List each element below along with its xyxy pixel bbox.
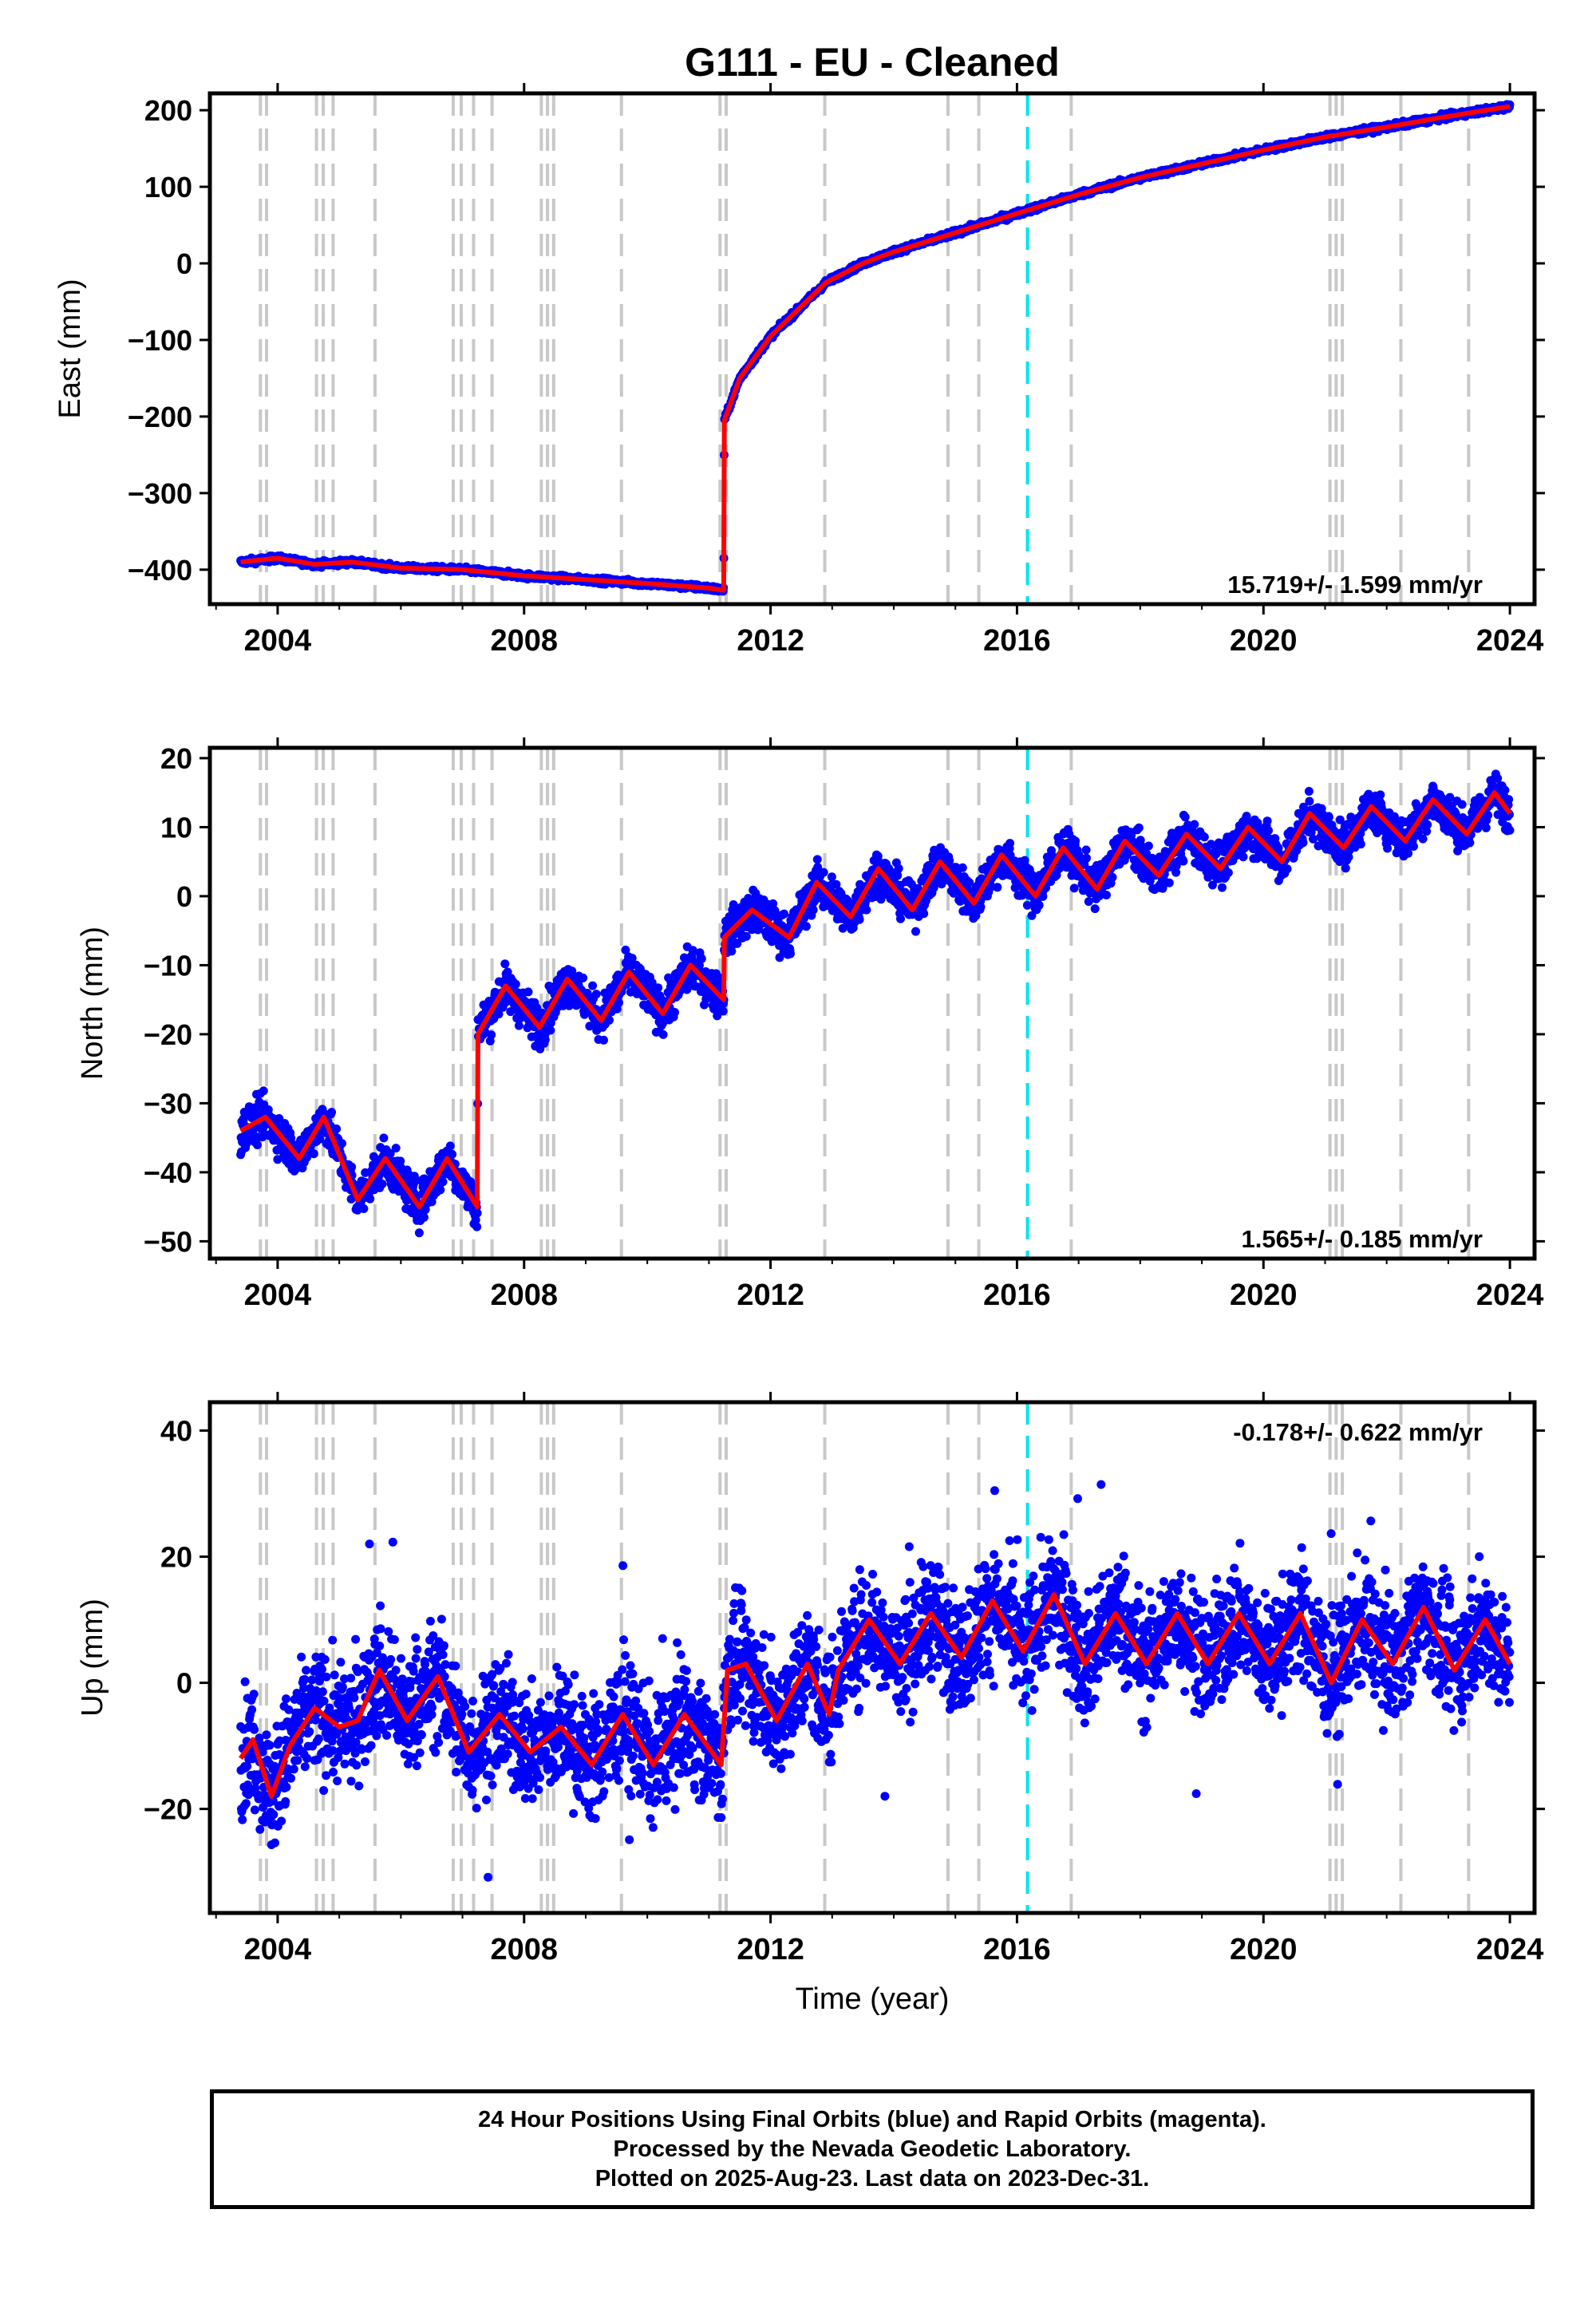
data-point	[697, 954, 706, 963]
data-point	[621, 945, 630, 954]
east-panel: 2004 2008 2012 2016 2020 2024 −400 −300 −200 −100…	[53, 83, 1545, 658]
data-point	[494, 1010, 504, 1019]
data-point	[347, 1162, 357, 1172]
data-point	[253, 1140, 262, 1150]
x-tick-label: 2016	[983, 624, 1051, 658]
data-point	[511, 979, 520, 989]
data-point	[315, 1134, 325, 1144]
data-point	[654, 983, 663, 993]
data-point	[259, 1123, 268, 1132]
data-point	[338, 1139, 346, 1148]
data-point	[500, 959, 510, 969]
data-point	[546, 1026, 555, 1035]
data-point	[471, 1215, 480, 1225]
data-point	[614, 998, 623, 1007]
data-point	[438, 1177, 448, 1187]
data-point	[359, 1204, 369, 1213]
y-tick-label: −300	[128, 477, 192, 510]
x-tick-label: 2008	[490, 624, 558, 658]
north-panel: 2004 2008 2012 2016 2020 2024−50−40−30−20−100…	[76, 737, 1545, 1312]
data-point	[741, 931, 751, 941]
x-tick-label: 2024	[1476, 624, 1544, 658]
y-tick-label: −400	[128, 554, 192, 587]
data-point	[385, 1148, 395, 1158]
data-point	[436, 1185, 445, 1195]
data-point	[682, 985, 692, 994]
data-point	[579, 973, 588, 982]
x-tick-label: 2020	[1230, 624, 1298, 658]
east-axis-label: East (mm)	[53, 279, 87, 418]
data-point	[567, 966, 577, 976]
data-point	[658, 1030, 668, 1039]
chart-title: G111 - EU - Cleaned	[685, 40, 1060, 85]
data-point	[327, 1108, 337, 1117]
data-point	[540, 1035, 550, 1045]
data-point	[727, 947, 737, 956]
data-point	[591, 990, 601, 999]
y-tick-label: 0	[176, 247, 192, 280]
east-rate-label: 15.719+/- 1.599 mm/yr	[1227, 571, 1483, 599]
data-point	[259, 1086, 268, 1096]
data-point	[445, 1141, 455, 1151]
chart-panels: 2004 2008 2012 2016 2020 2024 −400 −300 −200 −100…	[53, 83, 1545, 1966]
data-point	[605, 1015, 614, 1025]
data-point	[273, 1155, 282, 1164]
data-point	[695, 961, 704, 970]
data-point	[309, 1149, 318, 1159]
north-plot-area	[236, 748, 1515, 1259]
data-point	[689, 947, 698, 957]
data-point	[627, 954, 637, 963]
data-point	[448, 1149, 457, 1159]
data-point	[472, 1208, 482, 1218]
data-point	[361, 1168, 370, 1177]
data-point	[379, 1133, 389, 1143]
east-plot-frame	[207, 91, 1537, 607]
data-point	[472, 1222, 482, 1231]
y-tick-label: 200	[144, 94, 192, 127]
data-point	[409, 1172, 419, 1181]
data-point	[588, 981, 598, 990]
data-point	[523, 987, 533, 997]
east-plot-area	[236, 93, 1515, 604]
data-point	[419, 1212, 429, 1222]
y-tick-label: −100	[128, 324, 192, 357]
y-tick-label: 100	[144, 171, 192, 204]
data-point	[718, 1006, 728, 1016]
east-model-line	[240, 104, 1511, 593]
data-point	[768, 899, 778, 908]
x-tick-label: 2004	[244, 624, 312, 658]
data-point	[487, 1030, 496, 1040]
data-point	[733, 939, 742, 948]
data-point	[514, 1021, 523, 1030]
data-point	[377, 1180, 387, 1188]
data-point	[365, 1194, 375, 1203]
data-point	[599, 1035, 608, 1045]
data-point	[332, 1124, 342, 1133]
data-point	[414, 1228, 424, 1238]
data-point	[391, 1144, 401, 1153]
x-tick-label: 2012	[737, 624, 804, 658]
data-point	[670, 1008, 679, 1017]
y-tick-label: −200	[128, 401, 192, 433]
data-point	[409, 1179, 418, 1188]
